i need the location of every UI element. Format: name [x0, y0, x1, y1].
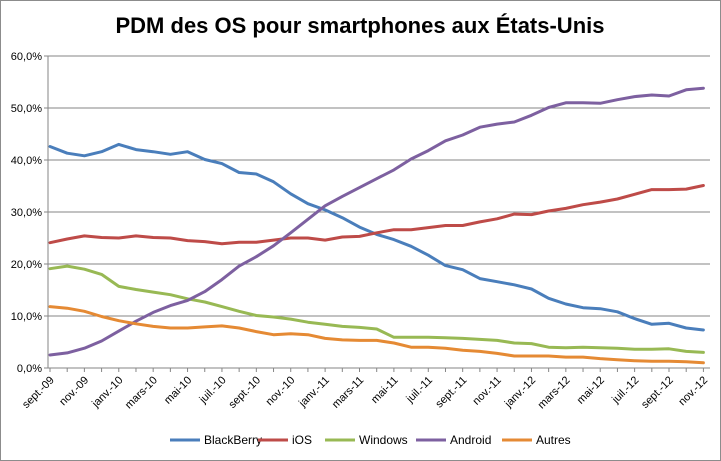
legend-label-autres: Autres	[536, 433, 571, 447]
x-tick-label: nov.-11	[471, 374, 504, 407]
x-tick-label: janv.-12	[502, 374, 538, 410]
y-tick-label: 50,0%	[11, 103, 42, 115]
y-axis-ticks: 0,0% 10,0% 20,0% 30,0% 40,0% 50,0% 60,0%	[11, 51, 48, 375]
x-tick-label: juil.-11	[404, 374, 436, 406]
gridlines	[48, 55, 710, 369]
series-line-android	[48, 86, 705, 357]
x-tick-label: janv.-11	[296, 374, 332, 410]
series-line-autres	[48, 305, 705, 365]
x-tick-label: nov.-12	[676, 374, 710, 408]
legend-label-android: Android	[450, 433, 491, 447]
x-tick-label: mai-11	[369, 374, 401, 406]
y-tick-label: 30,0%	[11, 207, 42, 219]
x-tick-label: sept.-09	[20, 374, 57, 411]
x-tick-label: juil.-12	[609, 374, 641, 406]
x-tick-label: nov.-09	[57, 374, 91, 408]
legend-label-blackberry: BlackBerry	[204, 433, 262, 447]
y-tick-label: 20,0%	[11, 259, 42, 271]
legend-label-ios: iOS	[292, 433, 312, 447]
legend-label-windows: Windows	[359, 433, 408, 447]
x-tick-label: sept.-12	[639, 374, 676, 411]
x-tick-label: mars-12	[536, 374, 573, 411]
x-tick-label: mai-12	[575, 374, 607, 406]
x-tick-label: sept.-11	[433, 374, 469, 410]
y-tick-label: 60,0%	[11, 51, 42, 63]
x-tick-label: mars-11	[330, 374, 366, 410]
chart-title: PDM des OS pour smartphones aux États-Un…	[116, 13, 605, 38]
x-tick-label: sept.-10	[227, 374, 264, 411]
y-tick-label: 0,0%	[17, 363, 42, 375]
x-tick-label: juil.-10	[197, 374, 229, 406]
series-line-ios	[48, 184, 705, 246]
y-tick-label: 10,0%	[11, 311, 42, 323]
x-tick-label: janv.-10	[89, 374, 125, 410]
x-tick-label: nov.-10	[264, 374, 298, 408]
y-tick-label: 40,0%	[11, 155, 42, 167]
series-line-blackberry	[48, 142, 705, 332]
x-tick-label: mai-10	[162, 374, 194, 406]
x-tick-label: mars-10	[123, 374, 160, 411]
legend: BlackBerry iOS Windows Android Autres	[170, 433, 571, 447]
series-lines	[48, 86, 705, 365]
series-line-windows	[48, 264, 705, 354]
